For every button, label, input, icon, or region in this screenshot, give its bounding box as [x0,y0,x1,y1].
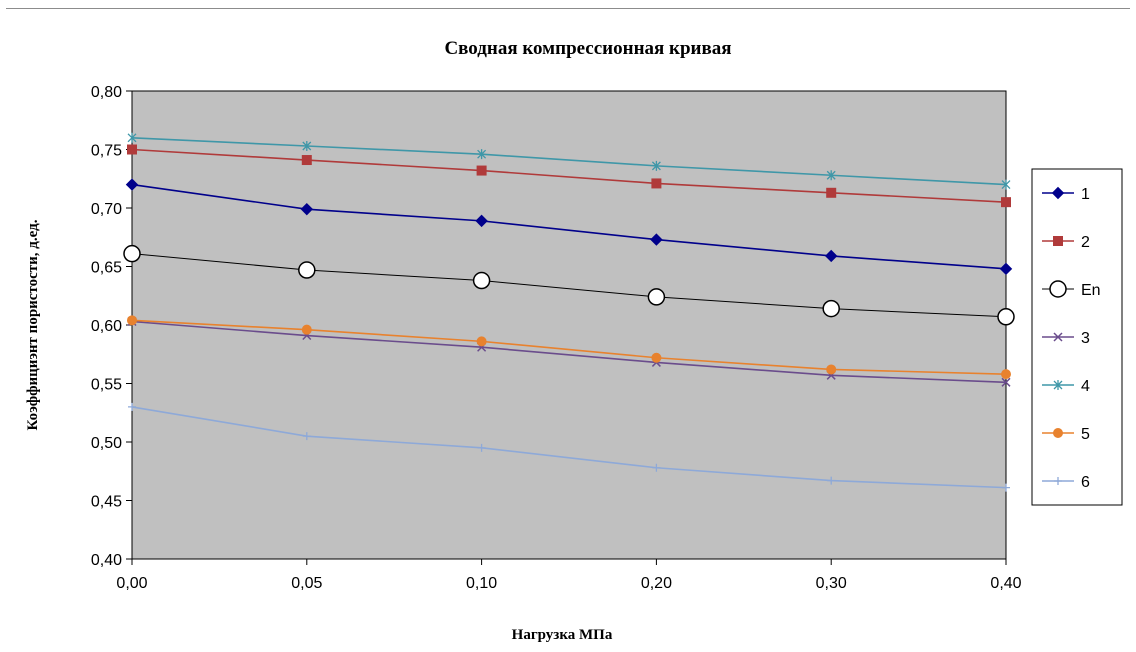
series-line [131,183,1007,270]
data-point [1001,369,1011,380]
series-line [131,319,1007,375]
data-point [1049,280,1067,298]
x-tick-label: 0,05 [291,575,322,592]
series-5 [127,315,1011,380]
y-tick-label: 0,60 [91,318,122,335]
series-line [131,406,1007,489]
data-point [651,352,662,363]
y-tick-label: 0,80 [91,84,122,101]
series-line [131,137,1007,186]
legend-item-3: 3 [1042,330,1090,347]
legend-item-En: En [1042,280,1101,299]
legend-label: 4 [1081,378,1090,395]
data-point [301,324,312,335]
y-tick-label: 0,40 [91,552,122,569]
x-tick-label: 0,20 [641,575,672,592]
legend-label: 1 [1081,186,1090,203]
data-point [1053,428,1063,438]
legend-item-6: 6 [1042,474,1090,491]
data-point [127,315,137,326]
y-tick-label: 0,55 [91,377,122,394]
series-line [131,148,1007,203]
y-tick-label: 0,65 [91,260,122,277]
data-point [651,160,661,171]
legend-item-4: 4 [1042,378,1090,395]
chart-svg: Сводная компрессионная кривая 0,400,450,… [25,38,1123,643]
legend: 1 2 En 3 4 5 6 [1031,168,1123,506]
legend-item-2: 2 [1042,234,1090,251]
data-point [125,178,139,191]
chart-title: Сводная компрессионная кривая [444,38,731,59]
data-point [1001,179,1011,190]
x-tick-label: 0,10 [466,575,497,592]
data-point [1001,377,1011,387]
legend-label: En [1081,282,1101,299]
data-point [477,149,487,160]
data-point [472,271,491,290]
data-point [127,132,137,143]
data-point [475,214,488,228]
data-point [822,299,840,318]
data-point [1051,186,1065,200]
chart-frame: Сводная компрессионная кривая 0,40 0,45 0,… [6,8,1130,648]
legend-label: 6 [1081,474,1090,491]
series-layer [123,132,1015,492]
data-point [997,308,1015,326]
series-line [131,253,1007,318]
data-point [128,402,136,411]
data-point [127,144,137,155]
x-tick-label: 0,30 [816,575,847,592]
series-En [123,244,1015,326]
data-point [1001,197,1011,208]
data-point [1053,380,1063,390]
y-tick-label: 0,50 [91,435,122,452]
legend-label: 2 [1081,234,1090,251]
series-4 [127,132,1011,190]
series-1 [125,178,1013,276]
data-point [826,170,836,181]
data-point [999,262,1013,276]
data-point [824,249,838,263]
data-point [651,178,662,189]
series-line [131,320,1007,384]
legend-item-5: 5 [1042,426,1090,443]
data-point [827,476,836,485]
data-point [476,336,487,347]
data-point [652,463,661,472]
legend-label: 3 [1081,330,1090,347]
data-point [476,165,487,176]
y-tick-label: 0,75 [91,143,122,160]
series-2 [127,144,1011,208]
data-point [477,443,486,452]
y-axis: 0,40 0,45 0,50 0,55 0,60 0,65 0,70 0,75 0,80 [91,84,132,569]
data-point [123,244,141,263]
data-point [826,187,837,198]
data-point [1054,477,1062,485]
data-point [826,364,837,375]
series-6 [128,402,1010,492]
x-tick-label: 0,40 [990,575,1021,592]
data-point [300,202,314,216]
data-point [302,432,311,441]
data-point [298,261,316,279]
data-point [650,233,663,246]
data-point [1053,332,1063,342]
y-tick-label: 0,45 [91,494,122,511]
y-axis-title: Коэффициэнт пористости, д.ед. [25,219,41,430]
plot-area [131,90,1007,560]
data-point [647,288,666,306]
legend-item-1: 1 [1042,186,1090,203]
y-tick-label: 0,70 [91,201,122,218]
data-point [302,140,312,151]
data-point [301,155,312,166]
x-axis-title: Нагрузка МПа [512,627,613,643]
x-axis: 0,00 0,05 0,10 0,20 0,30 0,40 [116,559,1022,592]
data-point [1002,483,1010,492]
data-point [1053,236,1063,246]
x-tick-label: 0,00 [116,575,147,592]
legend-label: 5 [1081,426,1090,443]
